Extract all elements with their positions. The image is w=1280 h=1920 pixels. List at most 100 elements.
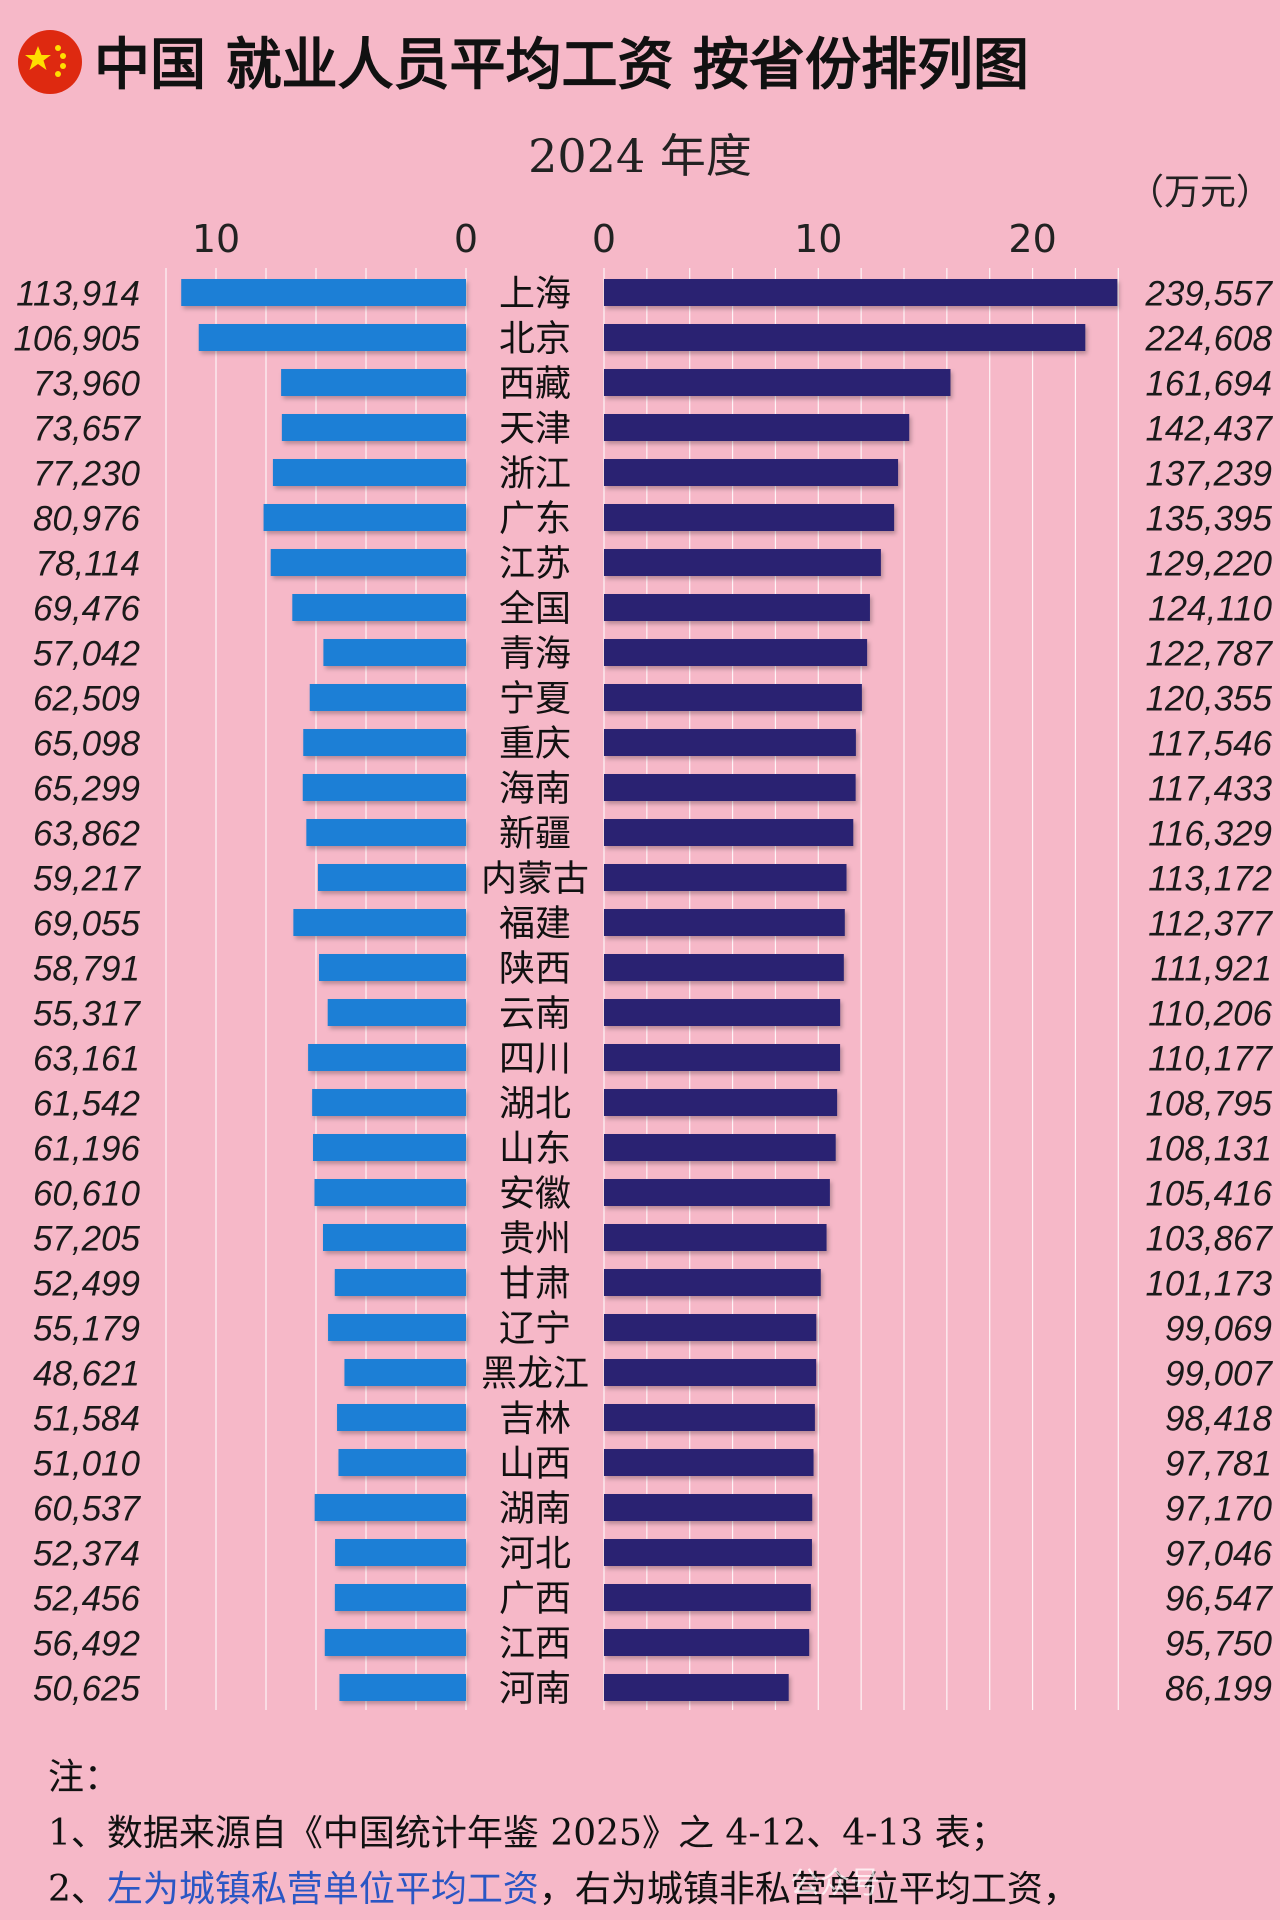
province-label: 安徽 [499,1174,571,1215]
province-label: 北京 [499,319,571,360]
notes-heading: 注： [48,1757,121,1798]
china-flag-icon [18,30,82,94]
province-label: 重庆 [499,724,571,765]
notes-legend: 2、左为城镇私营单位平均工资，右为城镇非私营单位平均工资， [48,1862,1248,1918]
right-value-label: 137,239 [1145,455,1272,494]
left-bar [302,774,466,801]
left-bar [181,279,466,306]
right-bar [604,1134,836,1161]
province-label: 贵州 [499,1219,571,1260]
province-label: 宁夏 [499,679,571,720]
left-value-label: 106,905 [13,320,140,359]
left-bar [334,1269,466,1296]
left-value-label: 59,217 [33,860,142,899]
flag-small-star-icon [55,71,61,77]
province-label: 云南 [499,994,571,1035]
right-value-label: 108,131 [1145,1130,1272,1169]
right-value-label: 129,220 [1145,545,1272,584]
right-bar [604,909,845,936]
left-value-label: 60,610 [33,1175,141,1214]
left-value-label: 56,492 [33,1625,140,1664]
province-label: 青海 [499,634,571,675]
right-bar [604,594,870,621]
right-bar [604,369,951,396]
unit-label: （万元） [1128,172,1272,213]
flag-small-star-icon [60,63,66,69]
left-value-label: 50,625 [33,1670,141,1709]
right-bar [604,1179,830,1206]
left-value-label: 61,196 [33,1130,141,1169]
flag-icon-group [18,30,82,94]
left-value-label: 55,317 [33,995,142,1034]
left-bar [263,504,466,531]
value-labels: 上海 113,914 239,557 北京 106,905 224,608 西藏 73,960… [13,274,1273,1710]
left-bar [270,549,466,576]
province-label: 吉林 [499,1399,571,1440]
province-label: 广西 [499,1579,571,1620]
right-bar [604,1494,813,1521]
right-value-label: 86,199 [1165,1670,1272,1709]
left-value-label: 57,042 [33,635,140,674]
province-label: 内蒙古 [481,859,589,900]
province-label: 河南 [499,1669,571,1710]
left-value-label: 51,584 [33,1400,140,1439]
flag-small-star-icon [55,45,61,51]
right-bar [604,1089,838,1116]
right-value-label: 99,069 [1165,1310,1272,1349]
left-bar [281,414,466,441]
notes-legend-right: ，右为城镇非私营单位平均工资， [538,1869,1079,1910]
right-bar [604,279,1118,306]
left-bar [303,729,466,756]
notes-legend-prefix: 2、 [48,1869,107,1910]
province-label: 甘肃 [499,1264,571,1305]
right-value-label: 97,170 [1165,1490,1273,1529]
left-bar [344,1359,466,1386]
right-value-label: 101,173 [1145,1265,1272,1304]
right-bar [604,414,910,441]
left-value-label: 63,862 [33,815,140,854]
province-label: 新疆 [499,814,571,855]
right-value-label: 95,750 [1165,1625,1273,1664]
right-axis-tick: 0 [592,217,616,261]
right-bar [604,1629,810,1656]
left-value-label: 57,205 [33,1220,141,1259]
province-label: 辽宁 [499,1309,571,1350]
right-bar [604,1269,821,1296]
left-bar [281,369,466,396]
flag-star-icon [25,46,51,70]
right-bar [604,729,856,756]
right-bar [604,504,895,531]
right-value-label: 111,921 [1151,950,1272,989]
right-bar [604,864,847,891]
right-bar [604,1449,814,1476]
left-value-label: 48,621 [33,1355,140,1394]
left-value-label: 55,179 [33,1310,140,1349]
left-bar [338,1449,466,1476]
left-bar [292,594,466,621]
left-bar [314,1179,466,1206]
left-bar [319,954,466,981]
left-value-label: 60,537 [33,1490,142,1529]
left-bar [324,1629,466,1656]
right-value-label: 122,787 [1145,635,1273,674]
province-label: 四川 [499,1039,571,1080]
axis-tick-labels: 10 0 0 10 20 [192,217,1057,261]
notes-legend-left: 左为城镇私营单位平均工资 [106,1869,539,1910]
right-value-label: 110,177 [1148,1040,1273,1079]
left-value-label: 80,976 [33,500,141,539]
left-bar [293,909,466,936]
right-bar [604,1224,827,1251]
watermark: 公众号 [790,1866,880,1901]
province-label: 山西 [499,1444,571,1485]
province-label: 江西 [499,1624,571,1665]
left-bar [327,999,466,1026]
left-bar [312,1089,466,1116]
province-label: 湖北 [499,1084,571,1125]
right-bar [604,549,881,576]
right-value-label: 224,608 [1144,320,1272,359]
right-bar [604,684,862,711]
left-bar [328,1314,466,1341]
right-value-label: 124,110 [1148,590,1272,629]
right-bar [604,774,856,801]
